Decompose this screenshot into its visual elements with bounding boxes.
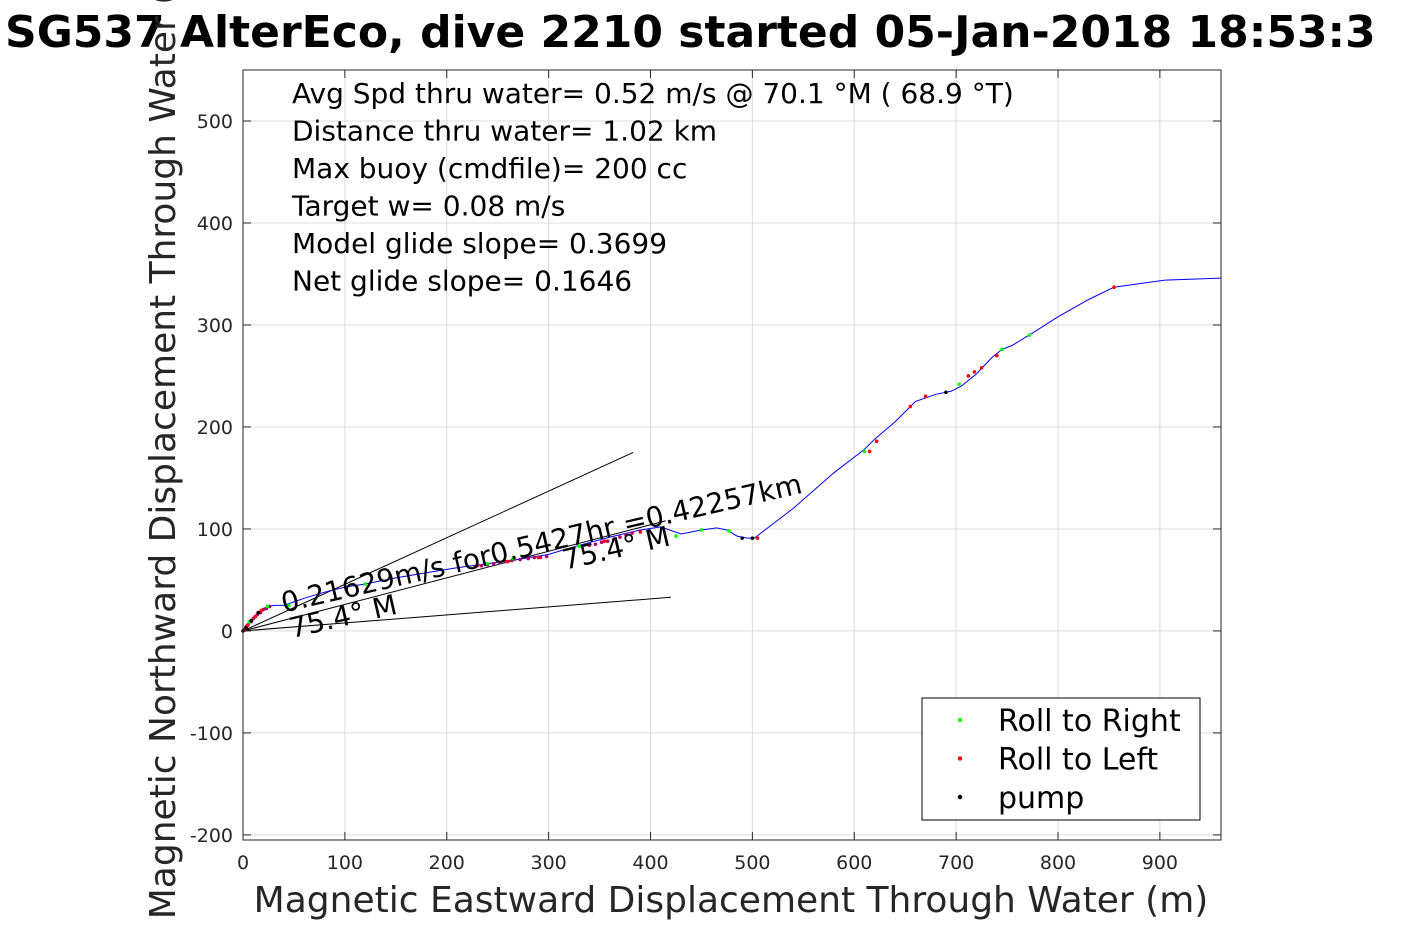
y-tick-label: 500 bbox=[197, 111, 233, 133]
x-tick-label: 900 bbox=[1142, 852, 1178, 874]
roll-to-right-point bbox=[862, 449, 867, 454]
roll-to-right-point bbox=[363, 582, 368, 586]
stats-annotation-line: Model glide slope= 0.3699 bbox=[292, 227, 667, 260]
roll-to-right-point bbox=[287, 603, 291, 608]
pump-point bbox=[244, 626, 248, 630]
roll-to-right-point bbox=[485, 561, 490, 566]
magenta-point bbox=[532, 555, 537, 560]
roll-to-left-point bbox=[602, 539, 607, 543]
roll-to-left-point bbox=[867, 449, 872, 454]
y-tick-label: -100 bbox=[190, 723, 233, 745]
roll-to-right-point bbox=[577, 544, 581, 549]
legend-label: Roll to Left bbox=[998, 743, 1158, 778]
x-tick-label: 600 bbox=[836, 852, 872, 874]
pump-point bbox=[256, 610, 261, 615]
plot-frame bbox=[242, 69, 1222, 841]
cone-line bbox=[242, 520, 666, 632]
stats-annotation-line: Distance thru water= 1.02 km bbox=[292, 115, 717, 148]
track-line bbox=[242, 277, 1222, 632]
roll-to-right-point bbox=[511, 556, 515, 561]
roll-to-left-point bbox=[259, 608, 264, 613]
cone-line bbox=[242, 451, 634, 632]
legend-marker bbox=[957, 756, 963, 761]
y-tick-label: 300 bbox=[197, 315, 233, 337]
track-line-group bbox=[242, 277, 1222, 632]
y-tick-label: 0 bbox=[221, 621, 233, 643]
roll-to-left-point bbox=[966, 374, 971, 378]
x-tick-label: 700 bbox=[938, 852, 974, 874]
pump-point bbox=[944, 390, 948, 395]
heading-cone-lines bbox=[242, 451, 671, 632]
roll-to-left-point bbox=[923, 394, 928, 399]
roll-to-left-point bbox=[1112, 285, 1116, 290]
y-tick-label: -200 bbox=[190, 825, 233, 847]
legend-label: Roll to Right bbox=[998, 704, 1181, 739]
roll-to-left-point bbox=[995, 353, 999, 358]
roll-to-right-point bbox=[265, 604, 270, 609]
stats-annotation-line: Avg Spd thru water= 0.52 m/s @ 70.1 °M (… bbox=[292, 77, 1014, 110]
pump-point bbox=[249, 618, 253, 623]
legend-label: pump bbox=[998, 781, 1084, 816]
roll-to-right-point bbox=[957, 382, 961, 386]
x-tick-label: 800 bbox=[1040, 852, 1076, 874]
y-axis-label: Magnetic Northward Displacement Through … bbox=[143, 0, 184, 919]
magenta-point bbox=[624, 533, 628, 537]
magenta-point bbox=[630, 531, 634, 535]
magenta-point bbox=[544, 554, 549, 559]
stats-annotations: Avg Spd thru water= 0.52 m/s @ 70.1 °M (… bbox=[291, 77, 1014, 298]
pump-point bbox=[750, 536, 755, 540]
roll-to-right-point bbox=[1000, 347, 1004, 352]
legend-box bbox=[921, 697, 1201, 821]
roll-to-left-point bbox=[979, 366, 984, 370]
roll-to-left-point bbox=[638, 530, 643, 534]
magenta-point bbox=[497, 560, 502, 565]
roll-to-left-point bbox=[253, 614, 258, 619]
roll-to-left-point bbox=[536, 555, 541, 560]
magenta-point bbox=[526, 556, 531, 561]
roll-to-left-point bbox=[506, 559, 510, 564]
roll-to-right-point bbox=[699, 528, 704, 532]
roll-to-left-point bbox=[475, 563, 480, 568]
magenta-point bbox=[599, 540, 604, 544]
chart-title: SG537 AlterEco, dive 2210 started 05-Jan… bbox=[5, 7, 1376, 58]
roll-to-left-point bbox=[972, 370, 977, 374]
stats-annotation-line: Net glide slope= 0.1646 bbox=[292, 265, 632, 298]
x-tick-label: 500 bbox=[734, 852, 770, 874]
roll-to-right-point bbox=[1027, 333, 1032, 337]
roll-to-right-point bbox=[674, 534, 678, 538]
x-axis-label: Magnetic Eastward Displacement Through W… bbox=[254, 880, 1209, 921]
magenta-point bbox=[479, 563, 484, 568]
roll-to-left-point bbox=[908, 404, 913, 409]
x-tick-label: 100 bbox=[327, 852, 363, 874]
x-tick-label: 400 bbox=[632, 852, 668, 874]
roll-to-right-point bbox=[727, 529, 731, 533]
magenta-point bbox=[491, 561, 496, 566]
y-tick-label: 200 bbox=[197, 417, 233, 439]
stats-annotation-line: Max buoy (cmdfile)= 200 cc bbox=[292, 152, 687, 185]
magenta-point bbox=[587, 543, 592, 548]
x-tick-label: 0 bbox=[237, 852, 249, 874]
x-tick-label: 200 bbox=[429, 852, 465, 874]
data-points bbox=[241, 285, 1116, 633]
magenta-point bbox=[612, 537, 616, 541]
y-tick-label: 100 bbox=[197, 519, 233, 541]
stats-annotation-line: Target w= 0.08 m/s bbox=[291, 190, 565, 223]
magenta-point bbox=[593, 542, 598, 547]
pump-point bbox=[740, 536, 744, 540]
legend-marker bbox=[957, 717, 963, 723]
magenta-point bbox=[605, 539, 610, 543]
x-tick-label: 300 bbox=[530, 852, 566, 874]
y-tick-label: 400 bbox=[197, 213, 233, 235]
magenta-point bbox=[618, 535, 622, 539]
cone-line bbox=[242, 596, 671, 632]
roll-to-left-point bbox=[874, 439, 879, 444]
legend-marker bbox=[957, 794, 963, 800]
roll-to-left-point bbox=[755, 536, 760, 540]
magenta-point bbox=[518, 557, 522, 562]
axis-ticks: 0 100 200 300 400 500 600 700 800 900 -200 -100 0 100… bbox=[190, 70, 1221, 874]
